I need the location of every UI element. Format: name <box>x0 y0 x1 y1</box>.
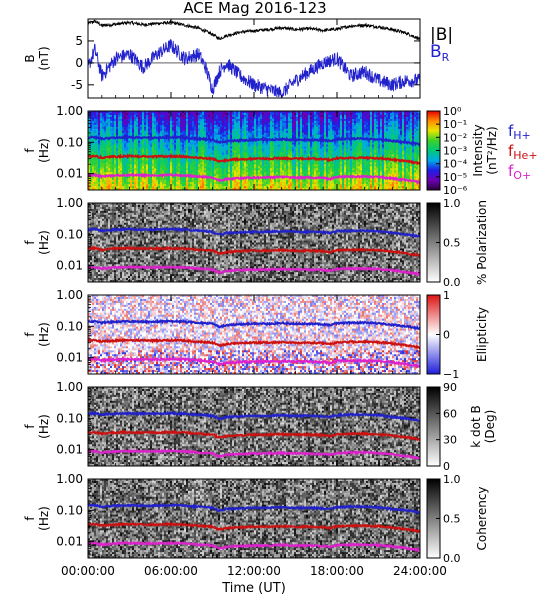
colorbar-label: Coherency <box>475 486 489 550</box>
colorbar-tick-label: 10⁻⁶ <box>443 184 468 197</box>
gyro-line-o-plus <box>88 448 420 461</box>
gyro-line-he-plus <box>88 245 420 258</box>
spectrogram-image <box>88 295 420 374</box>
colorbar-tick-label: 1.0 <box>443 473 461 486</box>
spectrogram-image <box>88 203 420 282</box>
legend-h-plus: fH+ <box>508 122 531 142</box>
series-line-b-magnitude <box>87 19 421 41</box>
gyro-line-he-plus <box>88 337 420 350</box>
legend-b-radial: BR <box>430 42 450 64</box>
colorbar-tick-label: 10⁻⁵ <box>443 171 467 184</box>
y-axis-label: f(Hz) <box>23 230 51 255</box>
x-tick-label: 06:00:00 <box>144 564 198 578</box>
y-tick-label: 0 <box>75 56 83 70</box>
panel-spectrogram-3: 1.00 0.10 0.01 f(Hz) 1 0 −1 Ellipticity <box>23 288 489 381</box>
y-tick-label: 1.00 <box>56 196 83 210</box>
gyro-line-he-plus <box>88 429 420 442</box>
colorbar-tick-label: 0.0 <box>443 552 461 565</box>
y-tick-label: 1.00 <box>56 472 83 486</box>
legend-he-plus: fHe+ <box>508 142 538 162</box>
panel-spectrogram-5: 1.00 0.10 0.01 f(Hz) 1.0 0.5 0.0 Coherency <box>23 472 489 565</box>
gyro-line-h-plus <box>88 226 420 238</box>
y-tick-label: 1.00 <box>56 380 83 394</box>
colorbar <box>426 386 441 467</box>
colorbar-tick-label: 10⁻¹ <box>443 118 467 131</box>
y-tick-label: 5 <box>75 34 83 48</box>
gyro-line-h-plus <box>88 502 420 515</box>
y-axis-label: f(Hz) <box>23 506 51 531</box>
series-line-b-radial <box>87 38 421 98</box>
y-tick-label: 0.10 <box>56 411 83 425</box>
colorbar-tick-label: 0 <box>443 460 450 473</box>
legend-b-magnitude: |B| <box>430 25 453 45</box>
y-tick-label: 1.00 <box>56 288 83 302</box>
gyro-line-he-plus <box>88 521 420 534</box>
gyro-line-h-plus <box>88 134 420 147</box>
gyro-line-o-plus <box>88 540 420 553</box>
colorbar-tick-label: 60 <box>443 407 457 420</box>
panel-spectrogram-2: 1.00 0.10 0.01 f(Hz) 1.0 0.5 0.0 % Polarization <box>23 196 489 289</box>
gyro-line-o-plus <box>88 356 420 369</box>
y-tick-label: 0.01 <box>56 259 83 273</box>
gyro-line-he-plus <box>88 153 420 166</box>
colorbar-label: % Polarization <box>475 200 489 285</box>
x-tick-label: 00:00:00 <box>61 564 115 578</box>
colorbar-tick-label: 10⁻⁴ <box>443 158 468 171</box>
y-axis-label: B(nT) <box>23 46 51 70</box>
colorbar-label: Ellipticity <box>475 307 489 362</box>
x-axis-label: Time (UT) <box>221 581 286 596</box>
x-tick-label: 18:00:00 <box>310 564 364 578</box>
colorbar-tick-label: 0.0 <box>443 276 461 289</box>
x-tick-label: 12:00:00 <box>227 564 281 578</box>
y-tick-label: 0.10 <box>56 319 83 333</box>
y-tick-label: 0.01 <box>56 535 83 549</box>
colorbar-tick-label: 0.5 <box>443 513 461 526</box>
y-tick-label: 1.00 <box>56 104 83 118</box>
gyro-line-o-plus <box>88 264 420 277</box>
y-tick-label: 0.10 <box>56 227 83 241</box>
colorbar-tick-label: 10⁻³ <box>443 145 467 158</box>
colorbar-tick-label: 10⁻² <box>443 131 467 144</box>
spectrogram-image <box>88 387 420 466</box>
spectrogram-image <box>88 111 420 190</box>
colorbar-tick-label: 1 <box>443 289 450 302</box>
y-tick-label: 0.01 <box>56 443 83 457</box>
y-tick-label: -5 <box>71 78 83 92</box>
colorbar-tick-label: 0 <box>443 329 450 342</box>
spectrogram-image <box>88 479 420 558</box>
colorbar-tick-label: 10⁰ <box>443 105 462 118</box>
gyro-line-h-plus <box>88 410 420 422</box>
figure-title: ACE Mag 2016-123 <box>183 0 326 17</box>
colorbar-tick-label: 1.0 <box>443 197 461 210</box>
y-axis-label: f(Hz) <box>23 414 51 439</box>
panel-b-field: 5 0 -5 B(nT) <box>23 18 421 99</box>
colorbar-tick-label: 30 <box>443 434 457 447</box>
colorbar-label: k dot B(Deg) <box>469 405 497 447</box>
gyro-line-o-plus <box>88 172 420 185</box>
x-tick-label: 24:00:00 <box>393 564 447 578</box>
y-tick-label: 0.01 <box>56 351 83 365</box>
gyro-line-h-plus <box>88 318 420 330</box>
colorbar-tick-label: 0.5 <box>443 237 461 250</box>
y-axis-label: f(Hz) <box>23 138 51 163</box>
colorbar-tick-label: −1 <box>443 368 459 381</box>
y-axis-label: f(Hz) <box>23 322 51 347</box>
y-tick-label: 0.01 <box>56 167 83 181</box>
y-tick-label: 0.10 <box>56 503 83 517</box>
colorbar-label: Intensity(nT²/Hz) <box>471 124 499 176</box>
legend-o-plus: fO+ <box>508 162 531 182</box>
panel-spectrogram-4: 1.00 0.10 0.01 f(Hz) 90 60 30 0 k dot B(Deg) <box>23 380 497 473</box>
colorbar-tick-label: 90 <box>443 381 457 394</box>
panel-spectrogram-1: 1.00 0.10 0.01 f(Hz) 10⁰10⁻¹10⁻²10⁻³10⁻⁴10⁻⁵… <box>23 104 499 197</box>
y-tick-label: 0.10 <box>56 135 83 149</box>
